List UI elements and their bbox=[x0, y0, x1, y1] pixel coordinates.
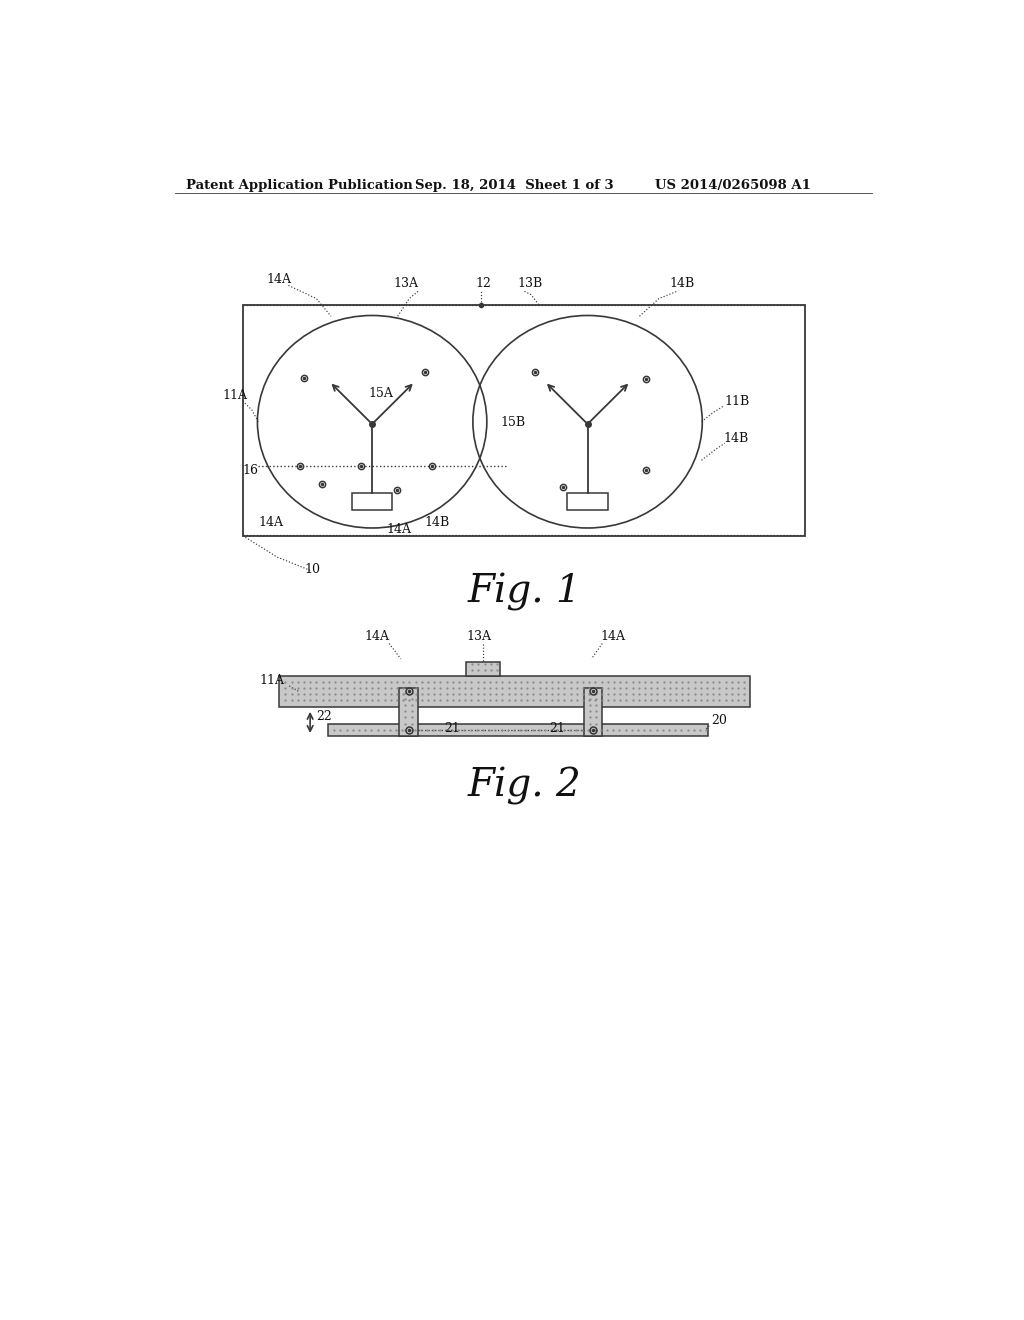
Text: 11A: 11A bbox=[260, 673, 285, 686]
Text: 11A: 11A bbox=[222, 388, 248, 401]
Text: Sep. 18, 2014  Sheet 1 of 3: Sep. 18, 2014 Sheet 1 of 3 bbox=[415, 180, 613, 193]
Bar bbox=[466, 663, 500, 676]
Text: 12: 12 bbox=[475, 277, 492, 290]
Text: 21: 21 bbox=[444, 722, 460, 735]
Text: 13A: 13A bbox=[467, 630, 492, 643]
Bar bbox=[328, 723, 708, 737]
Bar bbox=[584, 688, 602, 737]
Text: 14B: 14B bbox=[424, 516, 450, 529]
Bar bbox=[352, 494, 392, 511]
Bar bbox=[243, 305, 805, 536]
Text: 21: 21 bbox=[549, 722, 564, 735]
Text: 16: 16 bbox=[243, 465, 259, 477]
Text: 10: 10 bbox=[305, 562, 321, 576]
Text: 22: 22 bbox=[316, 710, 332, 723]
Text: 14A: 14A bbox=[601, 630, 626, 643]
Text: 15A: 15A bbox=[369, 387, 393, 400]
Text: 14B: 14B bbox=[669, 277, 694, 290]
Text: 15B: 15B bbox=[500, 416, 525, 429]
Text: Fig. 1: Fig. 1 bbox=[468, 573, 582, 611]
Text: 13B: 13B bbox=[518, 277, 543, 290]
Text: Patent Application Publication: Patent Application Publication bbox=[186, 180, 413, 193]
Text: US 2014/0265098 A1: US 2014/0265098 A1 bbox=[655, 180, 811, 193]
Text: 14A: 14A bbox=[258, 516, 284, 529]
Text: 20: 20 bbox=[711, 714, 727, 727]
Text: 14A: 14A bbox=[266, 273, 291, 286]
Text: 14B: 14B bbox=[723, 432, 749, 445]
Text: 14A: 14A bbox=[365, 630, 389, 643]
Bar bbox=[567, 494, 607, 511]
Bar bbox=[280, 676, 751, 706]
Text: 13A: 13A bbox=[394, 277, 419, 290]
Text: Fig. 2: Fig. 2 bbox=[468, 767, 582, 805]
Bar bbox=[399, 688, 418, 737]
Text: 14A: 14A bbox=[386, 524, 411, 536]
Text: 11B: 11B bbox=[725, 395, 750, 408]
